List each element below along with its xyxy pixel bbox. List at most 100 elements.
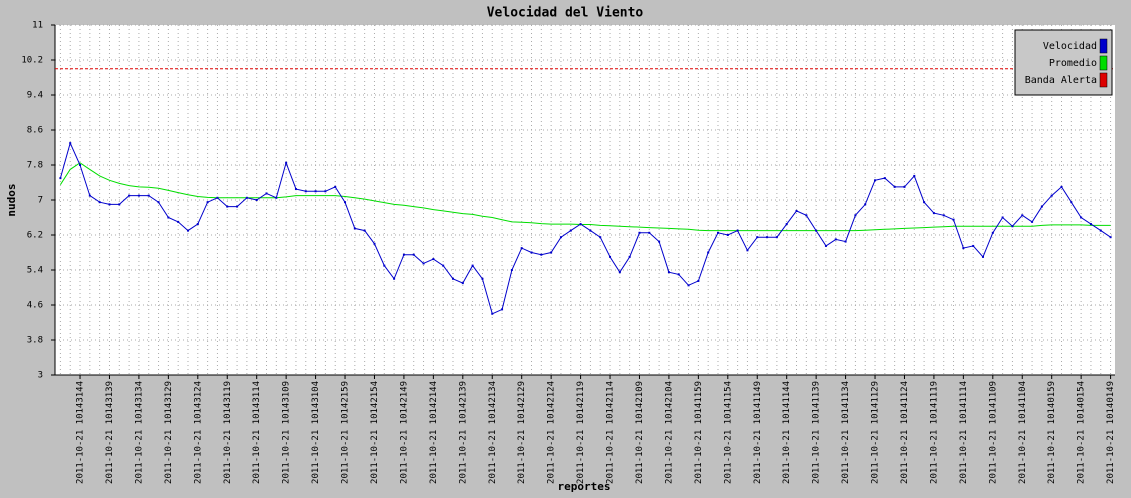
point bbox=[344, 201, 347, 204]
point bbox=[864, 203, 867, 206]
y-tick-label: 7.8 bbox=[27, 161, 43, 171]
legend-swatch bbox=[1099, 38, 1108, 54]
point bbox=[756, 236, 759, 239]
point bbox=[128, 194, 131, 197]
x-tick-label: 2011-10-21 10142129 bbox=[517, 381, 527, 484]
x-tick-label: 2011-10-21 10143139 bbox=[105, 381, 115, 484]
point bbox=[1109, 236, 1112, 239]
point bbox=[206, 201, 209, 204]
point bbox=[824, 244, 827, 247]
y-tick-label: 11 bbox=[32, 21, 43, 31]
y-tick-label: 10.2 bbox=[21, 56, 43, 66]
point bbox=[383, 264, 386, 267]
y-tick-label: 3 bbox=[38, 371, 43, 381]
x-tick-label: 2011-10-21 10142104 bbox=[664, 381, 674, 484]
x-tick-label: 2011-10-21 10141144 bbox=[782, 381, 792, 484]
y-axis-title: nudos bbox=[5, 183, 18, 216]
x-tick-label: 2011-10-21 10141124 bbox=[900, 381, 910, 484]
point bbox=[599, 236, 602, 239]
point bbox=[589, 229, 592, 232]
point bbox=[69, 142, 72, 145]
point bbox=[471, 264, 474, 267]
point bbox=[785, 223, 788, 226]
x-tick-label: 2011-10-21 10141119 bbox=[929, 381, 939, 484]
y-tick-label: 6.2 bbox=[27, 231, 43, 241]
point bbox=[510, 269, 513, 271]
x-tick-label: 2011-10-21 10140154 bbox=[1077, 381, 1087, 484]
x-tick-label: 2011-10-21 10143124 bbox=[193, 381, 203, 484]
point bbox=[393, 277, 396, 280]
point bbox=[216, 196, 219, 199]
point bbox=[1099, 229, 1102, 232]
x-tick-label: 2011-10-21 10141159 bbox=[694, 381, 704, 484]
point bbox=[304, 190, 307, 193]
point bbox=[746, 249, 749, 252]
x-tick-label: 2011-10-21 10142124 bbox=[547, 381, 557, 484]
point bbox=[196, 223, 199, 226]
point bbox=[569, 229, 572, 232]
point bbox=[1001, 216, 1004, 219]
x-tick-label: 2011-10-21 10142119 bbox=[576, 381, 586, 484]
legend-label: Velocidad bbox=[1043, 41, 1097, 52]
point bbox=[883, 177, 886, 180]
point bbox=[236, 205, 239, 208]
point bbox=[363, 229, 366, 232]
point bbox=[520, 247, 523, 250]
point bbox=[412, 253, 415, 256]
x-tick-label: 2011-10-21 10143114 bbox=[252, 381, 262, 484]
point bbox=[991, 231, 994, 234]
point bbox=[618, 271, 621, 274]
x-tick-label: 2011-10-21 10141129 bbox=[871, 381, 881, 484]
point bbox=[893, 185, 896, 188]
point bbox=[88, 194, 91, 197]
point bbox=[177, 220, 180, 223]
x-tick-label: 2011-10-21 10142154 bbox=[370, 381, 380, 484]
point bbox=[118, 203, 121, 206]
x-tick-label: 2011-10-21 10143104 bbox=[311, 381, 321, 484]
point bbox=[353, 227, 356, 230]
x-tick-label: 2011-10-21 10142144 bbox=[429, 381, 439, 484]
point bbox=[903, 185, 906, 188]
x-tick-label: 2011-10-21 10141114 bbox=[959, 381, 969, 484]
point bbox=[442, 264, 445, 267]
point bbox=[1050, 194, 1053, 197]
x-tick-label: 2011-10-21 10143109 bbox=[282, 381, 292, 484]
point bbox=[932, 212, 935, 215]
x-tick-label: 2011-10-21 10141154 bbox=[723, 381, 733, 484]
point bbox=[609, 255, 612, 258]
point bbox=[59, 177, 62, 180]
point bbox=[913, 174, 916, 177]
x-tick-label: 2011-10-21 10141134 bbox=[841, 381, 851, 484]
y-tick-label: 7 bbox=[38, 196, 43, 206]
point bbox=[451, 277, 454, 280]
y-tick-label: 9.4 bbox=[27, 91, 43, 101]
point bbox=[687, 284, 690, 287]
x-tick-label: 2011-10-21 10143144 bbox=[76, 381, 86, 484]
legend-swatch bbox=[1099, 72, 1108, 88]
y-tick-label: 4.6 bbox=[27, 301, 43, 311]
point bbox=[255, 199, 258, 201]
point bbox=[628, 255, 631, 258]
x-tick-label: 2011-10-21 10142149 bbox=[399, 381, 409, 484]
point bbox=[402, 253, 405, 256]
point bbox=[697, 279, 700, 282]
x-tick-label: 2011-10-21 10142139 bbox=[458, 381, 468, 484]
point bbox=[285, 161, 288, 164]
point bbox=[1070, 201, 1073, 204]
point bbox=[805, 214, 808, 217]
point bbox=[461, 282, 464, 285]
point bbox=[834, 238, 837, 241]
point bbox=[1031, 220, 1034, 223]
point bbox=[795, 209, 798, 212]
point bbox=[530, 251, 533, 254]
chart-title: Velocidad del Viento bbox=[487, 6, 644, 21]
point bbox=[854, 214, 857, 217]
point bbox=[559, 236, 562, 239]
x-axis-title: reportes bbox=[558, 480, 611, 493]
point bbox=[923, 201, 926, 204]
point bbox=[550, 251, 553, 254]
series-line bbox=[59, 162, 1111, 232]
point bbox=[275, 196, 278, 199]
point bbox=[736, 229, 739, 232]
point bbox=[108, 203, 111, 206]
